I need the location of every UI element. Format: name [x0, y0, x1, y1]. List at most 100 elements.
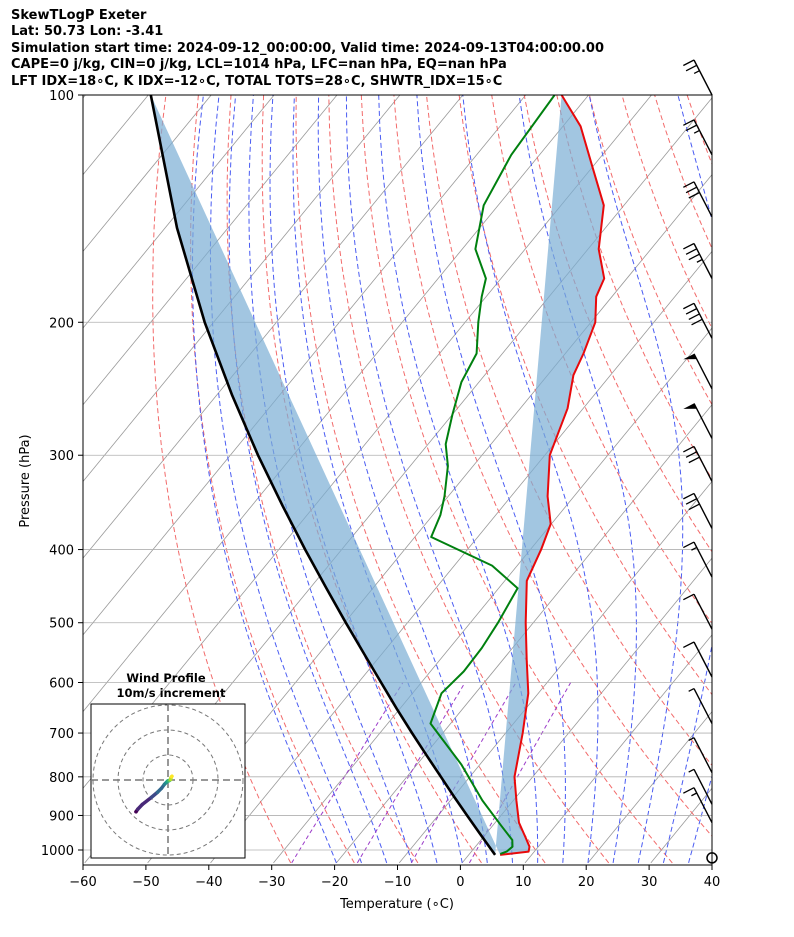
- wind-barb-full: [683, 787, 695, 794]
- wind-barb: [688, 737, 713, 774]
- wind-barb-full: [691, 318, 703, 326]
- x-axis-title: Temperature (∘C): [339, 897, 454, 912]
- moist-adiabat-line: [292, 95, 463, 863]
- isotherm-line: [461, 557, 712, 864]
- wind-barb: [683, 302, 713, 339]
- wind-barb-half: [688, 737, 695, 742]
- moist-adiabat-line: [518, 95, 637, 863]
- y-tick-label: 100: [49, 89, 74, 104]
- hodograph-subtitle: 10m/s increment: [117, 686, 226, 700]
- wind-barb-full: [685, 248, 698, 255]
- wind-barb-full: [688, 503, 700, 511]
- wind-barb: [683, 541, 713, 578]
- moist-adiabat-line: [739, 95, 794, 863]
- wind-barb-full: [685, 498, 698, 505]
- wind-barb-full: [685, 186, 698, 194]
- wind-barb-staff: [693, 688, 713, 724]
- wind-barb-full: [685, 64, 698, 72]
- hodograph-trace-segment: [169, 774, 174, 779]
- y-tick-label: 500: [49, 617, 74, 632]
- wind-barb: [683, 492, 713, 529]
- x-tick-label: −20: [321, 875, 348, 890]
- moist-adiabat-line: [588, 95, 684, 863]
- wind-barb: [683, 787, 713, 823]
- wind-barb-full: [688, 253, 700, 261]
- hodograph-trace-segment: [140, 795, 153, 807]
- wind-barb-full: [685, 124, 698, 132]
- wind-barb-half: [691, 546, 698, 551]
- x-tick-label: −40: [195, 875, 222, 890]
- isotherm-line: [524, 634, 712, 864]
- wind-barb-staff: [693, 493, 713, 529]
- wind-barb: [683, 403, 713, 439]
- temperature-profile: [499, 95, 606, 856]
- y-axis-title: Pressure (hPa): [18, 434, 33, 527]
- station-title: SkewTLogP Exeter: [11, 8, 147, 23]
- wind-barb-half: [688, 687, 695, 692]
- dry-adiabat-line: [360, 95, 673, 864]
- dry-adiabat-line: [491, 95, 712, 625]
- isotherm-line: [777, 95, 794, 863]
- wind-barb-full: [688, 456, 700, 464]
- x-tick-label: 20: [578, 875, 595, 890]
- stability-indices-1: CAPE=0 j/kg, CIN=0 j/kg, LCL=1014 hPa, L…: [11, 57, 507, 73]
- wind-barb: [683, 242, 713, 279]
- wind-barb-staff: [693, 302, 713, 339]
- wind-barb-staff: [693, 353, 713, 390]
- isotherm-line: [398, 480, 712, 864]
- wind-barb-half: [693, 129, 700, 134]
- dry-adiabat-line: [190, 95, 355, 864]
- wind-barb-full: [685, 451, 698, 458]
- isotherm-line: [210, 250, 712, 864]
- wind-barb-full: [683, 541, 695, 549]
- wind-barb-staff: [693, 769, 713, 805]
- wind-barb: [683, 353, 713, 390]
- wind-barb: [683, 181, 713, 218]
- isotherm-line: [587, 710, 712, 864]
- x-tick-label: 30: [641, 875, 658, 890]
- wind-barb-staff: [693, 593, 713, 630]
- dry-adiabat-line: [686, 95, 712, 166]
- dry-adiabat-line: [752, 95, 794, 863]
- moist-adiabat-line: [662, 95, 712, 864]
- y-tick-label: 1000: [41, 844, 74, 859]
- wind-barb-staff: [693, 737, 713, 774]
- wind-barb: [683, 445, 713, 482]
- wind-barb-staff: [693, 243, 713, 279]
- moist-adiabat-line: [191, 95, 337, 864]
- wind-barb: [688, 768, 713, 805]
- moist-adiabat-line: [209, 95, 362, 864]
- mixing-ratio-line: [468, 682, 572, 864]
- x-tick-label: −10: [384, 875, 411, 890]
- cin-shaded-area: [150, 95, 605, 855]
- wind-barbs: [683, 59, 718, 864]
- moist-adiabat-line: [688, 774, 712, 864]
- parcel-profile: [149, 95, 497, 856]
- moist-adiabat-line: [378, 95, 539, 863]
- wind-barb: [683, 641, 713, 678]
- x-tick-label: 0: [456, 875, 464, 890]
- moist-adiabat-line: [345, 95, 513, 863]
- mixing-ratio-line: [410, 682, 517, 864]
- wind-barb-full: [688, 313, 700, 321]
- y-tick-label: 800: [49, 771, 74, 786]
- stability-indices-2: LFT IDX=18∘C, K IDX=-12∘C, TOTAL TOTS=28…: [11, 73, 503, 89]
- dry-adiabat-line: [785, 95, 794, 863]
- dry-adiabat-line: [152, 95, 292, 864]
- dry-adiabat-line: [720, 95, 794, 863]
- dry-adiabat-line: [393, 95, 712, 837]
- sounding-data: [149, 95, 606, 856]
- wind-barb-flag: [683, 403, 697, 409]
- wind-barb-full: [685, 308, 698, 315]
- wind-barb-full: [683, 119, 695, 126]
- isotherm-line: [83, 95, 338, 406]
- y-tick-label: 400: [49, 544, 74, 559]
- isotherm-line: [273, 327, 712, 864]
- wind-barb-half: [688, 768, 695, 773]
- dry-adiabat-line: [556, 95, 712, 480]
- isotherm-line: [83, 95, 212, 252]
- wind-barb-half: [696, 258, 703, 263]
- dry-adiabat-line: [426, 95, 712, 767]
- y-tick-label: 700: [49, 727, 74, 742]
